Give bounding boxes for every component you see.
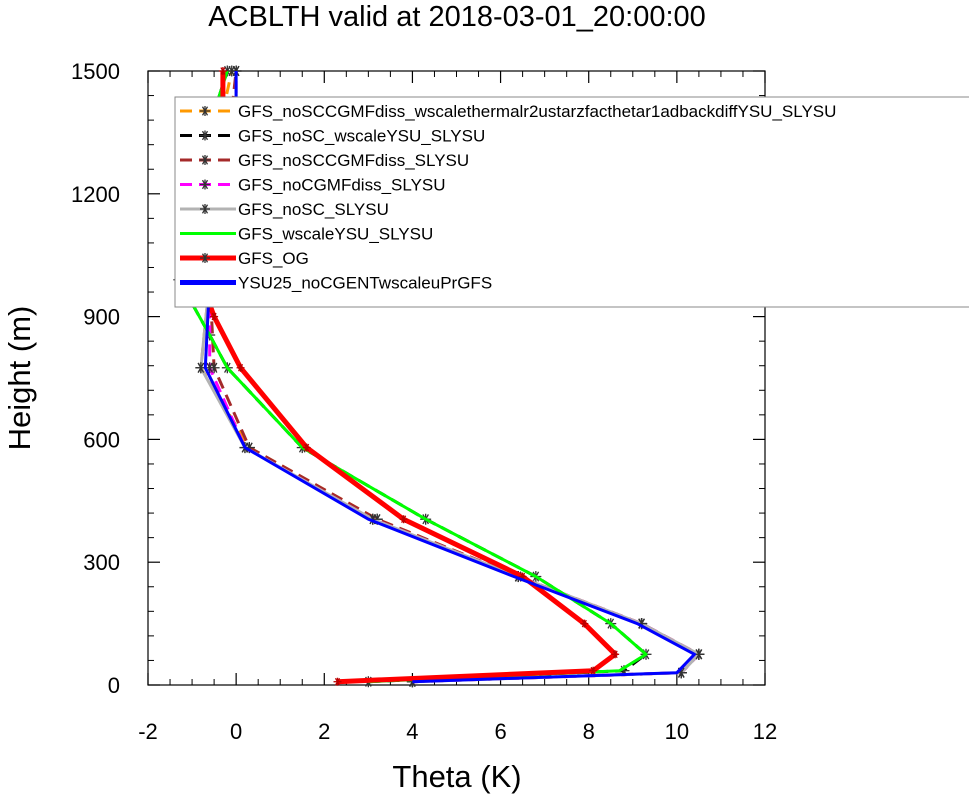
legend-marker bbox=[200, 204, 210, 214]
data-point bbox=[589, 666, 598, 675]
legend-frame bbox=[174, 96, 969, 308]
x-tick-label: 10 bbox=[665, 719, 689, 744]
data-point bbox=[302, 443, 311, 452]
legend-marker bbox=[200, 155, 210, 165]
x-tick-label: 8 bbox=[583, 719, 595, 744]
legend-item: GFS_noSC_SLYSU bbox=[180, 200, 389, 219]
y-tick-label: 900 bbox=[83, 305, 120, 330]
legend-items: GFS_noSCCGMFdiss_wscalethermalr2ustarzfa… bbox=[180, 102, 836, 293]
y-tick-label: 1200 bbox=[71, 182, 120, 207]
legend-label: GFS_noSC_wscaleYSU_SLYSU bbox=[238, 127, 485, 146]
x-tick-label: 6 bbox=[494, 719, 506, 744]
legend-item: GFS_noCGMFdiss_SLYSU bbox=[180, 176, 446, 195]
legend-marker bbox=[200, 253, 210, 263]
legend-item: GFS_noSCCGMFdiss_wscalethermalr2ustarzfa… bbox=[180, 102, 836, 121]
data-point bbox=[236, 363, 245, 372]
y-tick-label: 1500 bbox=[71, 59, 120, 84]
legend-label: GFS_noSCCGMFdiss_wscalethermalr2ustarzfa… bbox=[238, 102, 836, 121]
data-point bbox=[611, 650, 620, 659]
legend-label: YSU25_noCGENTwscaleuPrGFS bbox=[238, 274, 492, 293]
x-tick-label: -2 bbox=[138, 719, 158, 744]
y-tick-label: 0 bbox=[108, 673, 120, 698]
data-point bbox=[580, 619, 589, 628]
chart-title: ACBLTH valid at 2018-03-01_20:00:00 bbox=[208, 1, 706, 33]
y-tick-label: 300 bbox=[83, 550, 120, 575]
tick-labels: -2 0 2 4 6 8 10 12 0 300 600 900 1200 1500 bbox=[71, 59, 777, 744]
data-point bbox=[218, 67, 227, 75]
y-tick-label: 600 bbox=[83, 427, 120, 452]
legend-item: GFS_noSCCGMFdiss_SLYSU bbox=[180, 151, 469, 170]
legend-item: GFS_wscaleYSU_SLYSU bbox=[180, 225, 433, 244]
legend-item: YSU25_noCGENTwscaleuPrGFS bbox=[180, 274, 492, 293]
data-point bbox=[399, 515, 408, 524]
x-tick-label: 12 bbox=[753, 719, 777, 744]
data-point bbox=[333, 677, 342, 686]
data-point bbox=[210, 312, 219, 321]
x-axis-title: Theta (K) bbox=[392, 759, 521, 794]
legend-marker bbox=[200, 179, 210, 190]
legend-label: GFS_OG bbox=[238, 249, 309, 268]
y-axis-title: Height (m) bbox=[2, 306, 37, 451]
legend-marker bbox=[200, 106, 210, 116]
legend-item: GFS_OG bbox=[180, 249, 309, 268]
legend-item: GFS_noSC_wscaleYSU_SLYSU bbox=[180, 127, 485, 146]
legend: GFS_noSCCGMFdiss_wscalethermalr2ustarzfa… bbox=[174, 96, 969, 308]
legend-label: GFS_noSCCGMFdiss_SLYSU bbox=[238, 151, 469, 170]
x-tick-label: 4 bbox=[406, 719, 418, 744]
legend-marker bbox=[200, 130, 210, 141]
legend-label: GFS_noCGMFdiss_SLYSU bbox=[238, 176, 446, 195]
x-tick-label: 0 bbox=[230, 719, 242, 744]
x-tick-label: 2 bbox=[318, 719, 330, 744]
legend-label: GFS_noSC_SLYSU bbox=[238, 200, 389, 219]
legend-label: GFS_wscaleYSU_SLYSU bbox=[238, 225, 433, 244]
